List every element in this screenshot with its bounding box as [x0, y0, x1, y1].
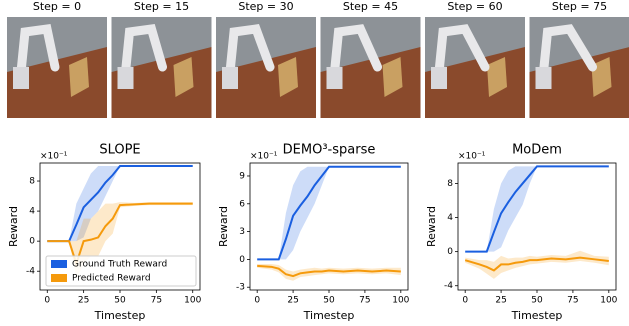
robot-arm [539, 24, 597, 77]
chart-title: MoDem [512, 143, 562, 158]
axis-multiplier: ×10⁻¹ [250, 152, 278, 162]
frame: Step = 0 [7, 0, 107, 118]
plot-frame [457, 162, 617, 291]
x-tick-label: 50 [323, 296, 335, 306]
frame: Step = 30 [216, 0, 316, 118]
y-tick-label: 3 [239, 227, 245, 237]
chart: MoDem ×10⁻¹ Timestep Reward -4 0 4 8 0 25 50 75 100 [425, 143, 618, 323]
axis-multiplier: ×10⁻¹ [458, 152, 486, 162]
frame: Step = 60 [425, 0, 525, 118]
x-tick-label: 25 [495, 296, 506, 306]
legend-swatch [51, 260, 67, 268]
x-tick-label: 0 [254, 296, 260, 306]
chart-title: DEMO³-sparse [283, 143, 376, 158]
y-tick-label: 0 [239, 255, 245, 265]
x-tick-label: 75 [567, 296, 578, 306]
plot-frame [39, 162, 201, 291]
y-tick-label: 8 [29, 177, 35, 187]
y-tick-label: -3 [236, 283, 245, 293]
frame-title: Step = 15 [134, 0, 189, 13]
robot-base [117, 67, 134, 89]
legend-label: Predicted Reward [72, 274, 151, 284]
x-tick-label: 25 [78, 296, 89, 306]
legend-swatch [51, 274, 67, 282]
y-axis-label: Reward [7, 206, 20, 247]
robot-arm [16, 23, 60, 77]
robot-arm [225, 24, 275, 77]
robot-base [13, 67, 29, 89]
chart-title: SLOPE [99, 143, 140, 158]
x-tick-label: 25 [287, 296, 298, 306]
x-tick-label: 50 [531, 296, 543, 306]
box [173, 57, 194, 97]
box [69, 57, 89, 97]
plot-frame [249, 162, 409, 291]
y-tick-label: 0 [447, 247, 453, 257]
std-band [257, 264, 401, 281]
series-line [47, 202, 193, 267]
x-tick-label: 0 [44, 296, 50, 306]
x-axis-label: Timestep [94, 309, 146, 322]
y-tick-label: 9 [239, 171, 245, 181]
y-axis-label: Reward [217, 206, 230, 247]
x-tick-label: 75 [151, 296, 162, 306]
std-band [465, 250, 609, 279]
legend-label: Ground Truth Reward [72, 260, 167, 270]
y-tick-label: -4 [444, 281, 453, 291]
std-band [257, 166, 401, 260]
x-tick-label: 100 [600, 296, 617, 306]
box [278, 57, 298, 97]
frame: Step = 75 [529, 0, 629, 118]
x-tick-label: 75 [359, 296, 370, 306]
legend-box [45, 255, 197, 287]
box [487, 57, 507, 97]
x-axis-label: Timestep [511, 309, 563, 322]
std-band [465, 166, 609, 252]
x-axis-label: Timestep [303, 309, 355, 322]
std-band [47, 166, 193, 242]
robot-arm [121, 24, 167, 77]
y-tick-label: -4 [26, 267, 35, 277]
frame-title: Step = 0 [33, 0, 81, 13]
frame-title: Step = 45 [343, 0, 398, 13]
x-tick-label: 100 [184, 296, 201, 306]
y-tick-label: 6 [239, 199, 245, 209]
robot-base [222, 67, 238, 89]
robot-arm [434, 24, 490, 77]
frame: Step = 45 [320, 0, 421, 118]
x-tick-label: 0 [462, 296, 468, 306]
y-tick-label: 0 [29, 237, 35, 247]
y-tick-label: 8 [447, 179, 453, 189]
series-line [47, 165, 193, 243]
axis-multiplier: ×10⁻¹ [40, 152, 68, 162]
robot-base [431, 67, 447, 89]
frame-title: Step = 75 [552, 0, 607, 13]
frame-title: Step = 30 [238, 0, 293, 13]
box [382, 57, 403, 97]
y-axis-label: Reward [425, 206, 438, 247]
frame-title: Step = 60 [447, 0, 502, 13]
series-line [464, 256, 609, 272]
robot-arm [330, 24, 382, 77]
x-tick-label: 50 [114, 296, 126, 306]
chart: SLOPE ×10⁻¹ Timestep Reward -4 0 4 8 0 25 50 75 100 G… [7, 143, 202, 323]
y-tick-label: 4 [29, 207, 35, 217]
robot-base [326, 67, 343, 89]
series-line [257, 264, 401, 278]
y-tick-label: 4 [447, 213, 453, 223]
series-line [257, 165, 401, 261]
robot-base [535, 67, 552, 89]
x-tick-label: 100 [392, 296, 409, 306]
frame: Step = 15 [111, 0, 212, 118]
chart: DEMO³-sparse ×10⁻¹ Timestep Reward -3 0 3 6 9 0 25… [217, 143, 410, 323]
series-line [465, 165, 609, 253]
